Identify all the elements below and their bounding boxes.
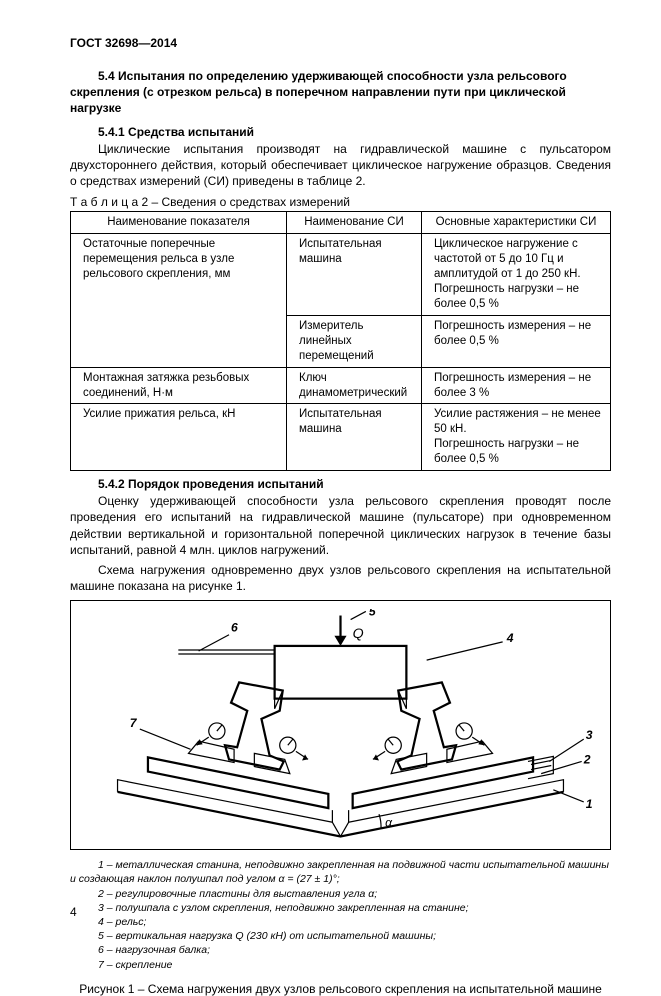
page: ГОСТ 32698—2014 5.4 Испытания по определ… xyxy=(0,0,661,935)
label-6: 6 xyxy=(231,621,238,635)
th-2: Наименование СИ xyxy=(287,212,422,234)
figure-caption: Рисунок 1 – Схема нагружения двух узлов … xyxy=(70,982,611,996)
td: Остаточные поперечные перемещения рельса… xyxy=(71,234,287,368)
label-7: 7 xyxy=(130,716,138,730)
subsection-5-4-2-para1: Оценку удерживающей способности узла рел… xyxy=(70,493,611,558)
label-alpha: α xyxy=(385,816,393,830)
td: Ключ динамометрический xyxy=(287,367,422,404)
subsection-5-4-2-para2: Схема нагружения одновременно двух узлов… xyxy=(70,562,611,594)
legend-4: 4 – рельс; xyxy=(70,915,611,929)
label-4: 4 xyxy=(506,631,514,645)
td: Монтажная затяжка резьбовых соединений, … xyxy=(71,367,287,404)
table-header-row: Наименование показателя Наименование СИ … xyxy=(71,212,611,234)
td: Испытательная машина xyxy=(287,404,422,471)
section-title: 5.4 Испытания по определению удерживающе… xyxy=(70,68,611,117)
figure-legend: 1 – металлическая станина, неподвижно за… xyxy=(70,858,611,971)
td: Измеритель линейных перемещений xyxy=(287,315,422,367)
table-row: Остаточные поперечные перемещения рельса… xyxy=(71,234,611,316)
legend-5: 5 – вертикальная нагрузка Q (230 кН) от … xyxy=(70,929,611,943)
table-caption-prefix: Т а б л и ц а 2 – xyxy=(70,195,161,209)
table-caption-text: Сведения о средствах измерений xyxy=(161,195,350,209)
subsection-5-4-1-para: Циклические испытания производят на гидр… xyxy=(70,141,611,190)
doc-code: ГОСТ 32698—2014 xyxy=(70,36,611,50)
subsection-5-4-2-title: 5.4.2 Порядок проведения испытаний xyxy=(70,477,611,491)
td: Усилие растяжения – не менее 50 кН. Погр… xyxy=(422,404,611,471)
table-caption: Т а б л и ц а 2 – Сведения о средствах и… xyxy=(70,195,611,209)
label-1: 1 xyxy=(586,797,593,811)
page-number: 4 xyxy=(70,905,77,919)
label-2: 2 xyxy=(583,753,591,767)
table-row: Монтажная затяжка резьбовых соединений, … xyxy=(71,367,611,404)
td: Погрешность измерения – не более 3 % xyxy=(422,367,611,404)
td: Погрешность измерения – не более 0,5 % xyxy=(422,315,611,367)
legend-2: 2 – регулировочные пластины для выставле… xyxy=(70,887,611,901)
subsection-5-4-1-title: 5.4.1 Средства испытаний xyxy=(70,125,611,139)
table-2: Наименование показателя Наименование СИ … xyxy=(70,211,611,471)
legend-7: 7 – скрепление xyxy=(70,958,611,972)
legend-3: 3 – полушпала с узлом скрепления, неподв… xyxy=(70,901,611,915)
legend-1: 1 – металлическая станина, неподвижно за… xyxy=(70,858,611,886)
td: Испытательная машина xyxy=(287,234,422,316)
figure-1: Q α 5 6 4 3 2 1 7 xyxy=(70,600,611,850)
td: Усилие прижатия рельса, кН xyxy=(71,404,287,471)
th-3: Основные характеристики СИ xyxy=(422,212,611,234)
table-row: Усилие прижатия рельса, кН Испытательная… xyxy=(71,404,611,471)
td: Циклическое нагружение с частотой от 5 д… xyxy=(422,234,611,316)
legend-6: 6 – нагрузочная балка; xyxy=(70,943,611,957)
label-Q: Q xyxy=(353,626,364,642)
label-5: 5 xyxy=(369,609,376,619)
figure-svg: Q α 5 6 4 3 2 1 7 xyxy=(77,609,604,845)
label-3: 3 xyxy=(586,728,593,742)
th-1: Наименование показателя xyxy=(71,212,287,234)
